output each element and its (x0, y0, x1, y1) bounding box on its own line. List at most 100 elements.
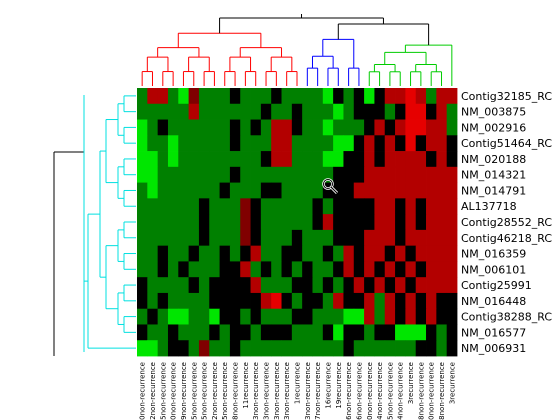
heatmap-cell (260, 245, 272, 262)
heatmap-cell (343, 340, 355, 357)
heatmap-cell (333, 182, 344, 199)
heatmap-cell (333, 135, 344, 152)
heatmap-cell (147, 308, 159, 325)
heatmap-cell (178, 182, 190, 199)
heatmap-cell (178, 119, 190, 136)
heatmap-cell (343, 103, 355, 120)
heatmap-cell (312, 261, 324, 278)
heatmap-cell (302, 182, 313, 199)
heatmap-cell (395, 292, 406, 310)
heatmap-cell (322, 229, 334, 247)
heatmap-cell (240, 292, 251, 310)
column-label: 4non-recurrence (376, 362, 384, 420)
heatmap-cell (374, 88, 386, 105)
heatmap-cell (188, 340, 200, 357)
heatmap-cell (426, 277, 437, 294)
heatmap-cell (436, 119, 448, 136)
heatmap-cell (436, 292, 448, 310)
heatmap-cell (209, 340, 220, 357)
heatmap-cell (395, 324, 406, 341)
heatmap-cell (384, 88, 396, 105)
heatmap-cell (322, 245, 334, 262)
heatmap-cell (188, 88, 200, 105)
column-label: 1recurrence (294, 362, 302, 404)
heatmap-cell (219, 182, 231, 199)
heatmap-cell (271, 119, 282, 136)
heatmap-cell (374, 340, 386, 357)
column-label: 6non-recurrence (345, 362, 353, 420)
heatmap-cell (240, 324, 251, 341)
column-label: 5non-recurrence (190, 362, 198, 420)
heatmap-cell (302, 103, 313, 120)
heatmap-cell (322, 88, 334, 105)
heatmap-cell (436, 214, 448, 231)
heatmap-cell (312, 182, 324, 199)
heatmap-cell (405, 229, 417, 247)
heatmap-cell (167, 88, 179, 105)
heatmap-cell (198, 198, 210, 215)
heatmap-cell (384, 166, 396, 183)
heatmap-cell (281, 292, 293, 310)
heatmap-cell (229, 135, 241, 152)
heatmap-cell (291, 119, 303, 136)
heatmap-cell (271, 182, 282, 199)
heatmap-cell (333, 229, 344, 247)
heatmap-cell (446, 135, 458, 152)
heatmap-cell (291, 292, 303, 310)
heatmap-cell (395, 198, 406, 215)
heatmap-cell (167, 229, 179, 247)
heatmap-cell (157, 277, 169, 294)
heatmap-cell (271, 88, 282, 105)
heatmap-cell (147, 340, 159, 357)
heatmap-cell (302, 119, 313, 136)
heatmap-cell (364, 308, 375, 325)
heatmap-cell (178, 151, 190, 168)
heatmap-cell (364, 119, 375, 136)
heatmap-cell (281, 261, 293, 278)
heatmap-cell (384, 198, 396, 215)
heatmap-cell (353, 340, 365, 357)
heatmap-cell (147, 324, 159, 341)
heatmap-cell (384, 214, 396, 231)
column-labels: 0non-recurrence 2non-recurrence 5non-recur… (139, 362, 457, 420)
heatmap-cell (209, 214, 220, 231)
heatmap-cell (240, 308, 251, 325)
heatmap-cell (209, 135, 220, 152)
heatmap-cell (219, 324, 231, 341)
heatmap-cell (415, 292, 427, 310)
heatmap-cell (353, 261, 365, 278)
heatmap-cell (167, 151, 179, 168)
heatmap-cell (291, 214, 303, 231)
heatmap-cell (250, 229, 262, 247)
heatmap-cell (291, 198, 303, 215)
heatmap-cell (302, 198, 313, 215)
heatmap-cell (446, 229, 458, 247)
row-labels: Contig32185_RC NM_003875 NM_002916 Contig51… (461, 90, 552, 355)
heatmap-cell (157, 229, 169, 247)
row-label: NM_014321 (461, 169, 526, 182)
heatmap-cell (260, 103, 272, 120)
row-label: NM_002916 (461, 121, 526, 134)
heatmap-cell (281, 135, 293, 152)
heatmap-cell (167, 166, 179, 183)
heatmap-cell (343, 214, 355, 231)
heatmap-cell (374, 119, 386, 136)
heatmap-cell (374, 135, 386, 152)
heatmap-cell (415, 277, 427, 294)
heatmap-cell (178, 340, 190, 357)
heatmap-cell (426, 119, 437, 136)
heatmap-cell (395, 340, 406, 357)
heatmap-cell (157, 308, 169, 325)
heatmap-cell (343, 198, 355, 215)
heatmap-cell (364, 292, 375, 310)
heatmap-cell (198, 88, 210, 105)
heatmap-cell (260, 151, 272, 168)
cursor-icon (322, 178, 339, 195)
heatmap-cell (302, 88, 313, 105)
heatmap-cell (147, 245, 159, 262)
heatmap-cell (281, 166, 293, 183)
heatmap-cell (333, 88, 344, 105)
heatmap-cell (229, 151, 241, 168)
heatmap-cell (395, 88, 406, 105)
heatmap-cell (312, 229, 324, 247)
